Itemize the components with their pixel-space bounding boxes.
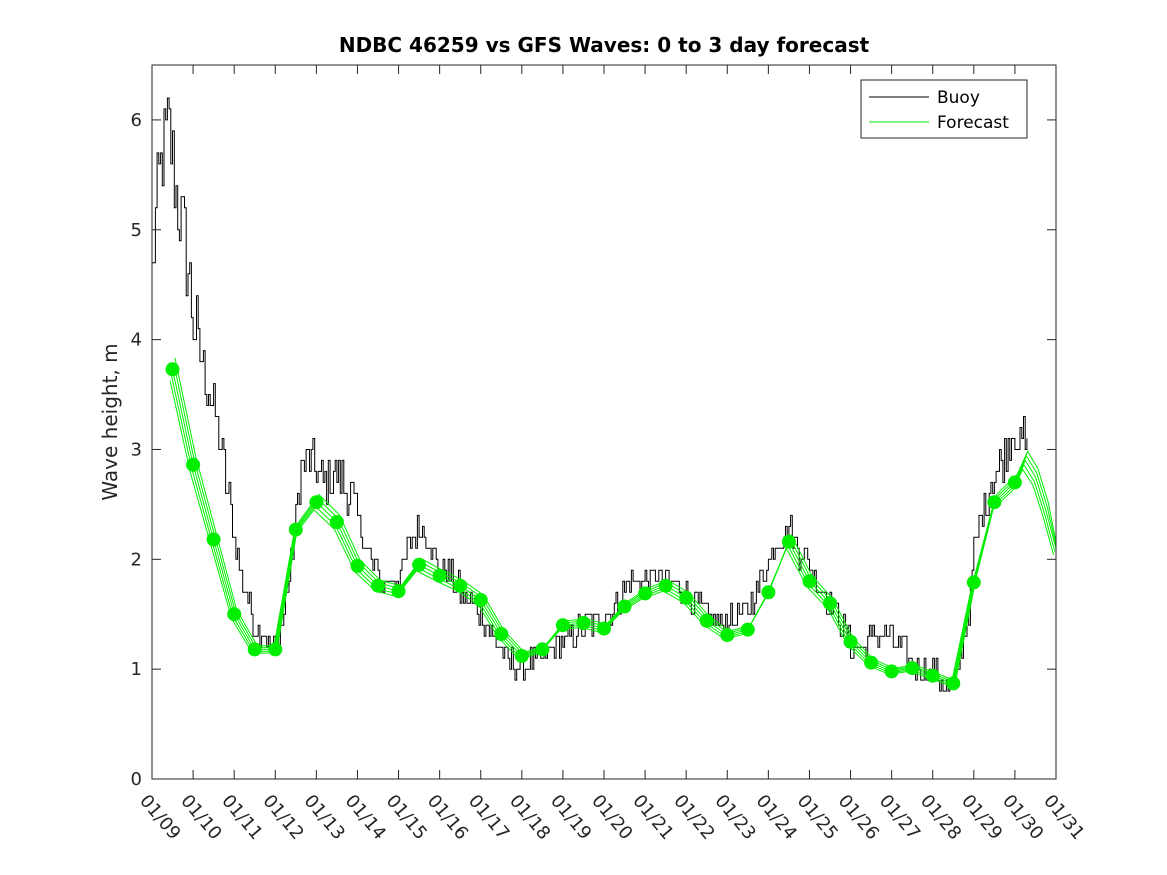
y-tick-label: 6 — [131, 110, 142, 131]
forecast-point — [864, 655, 879, 670]
forecast-point — [268, 642, 283, 657]
forecast-line — [174, 357, 1057, 682]
forecast-series-lines — [169, 357, 1057, 687]
forecast-point — [658, 578, 673, 593]
forecast-line — [169, 380, 1054, 687]
forecast-point — [576, 616, 591, 630]
forecast-point — [597, 621, 611, 636]
forecast-point — [288, 522, 303, 537]
legend-box — [860, 79, 1028, 139]
forecast-point — [617, 599, 632, 614]
y-tick-label: 3 — [131, 439, 142, 460]
forecast-point — [761, 585, 776, 600]
forecast-point — [391, 584, 406, 599]
forecast-point — [412, 557, 427, 572]
forecast-point — [227, 607, 242, 622]
forecast-point — [555, 618, 570, 633]
y-tick-label: 4 — [131, 330, 142, 351]
forecast-point — [350, 558, 365, 573]
forecast-line — [173, 363, 1057, 683]
forecast-point — [823, 596, 837, 611]
forecast-line — [172, 369, 1057, 685]
forecast-point — [432, 568, 447, 583]
forecast-point — [987, 495, 1002, 510]
forecast-point — [206, 532, 221, 547]
forecast-point — [720, 628, 735, 643]
forecast-point — [535, 642, 550, 657]
forecast-point — [494, 627, 509, 641]
forecast-point — [165, 362, 180, 377]
forecast-point — [186, 457, 201, 472]
forecast-point — [966, 575, 981, 590]
y-axis-label: Wave height, m — [98, 343, 122, 500]
y-tick-label: 5 — [131, 220, 142, 241]
y-axis-ticks: 0 1 2 3 4 5 6 — [131, 110, 1056, 790]
plot-area — [152, 65, 1056, 779]
forecast-point — [1007, 475, 1022, 490]
forecast-point — [946, 676, 961, 691]
forecast-point — [247, 642, 262, 657]
y-tick-label: 2 — [131, 549, 142, 570]
legend-forecast-label: Forecast — [937, 113, 1009, 133]
chart-title: NDBC 46259 vs GFS Waves: 0 to 3 day fore… — [339, 33, 870, 57]
y-tick-label: 0 — [131, 769, 142, 790]
forecast-point — [371, 578, 385, 593]
forecast-point — [781, 534, 796, 549]
forecast-point — [905, 661, 920, 676]
forecast-point — [699, 613, 714, 628]
y-tick-label: 1 — [131, 659, 142, 680]
forecast-point — [843, 634, 858, 649]
forecast-point — [638, 586, 653, 601]
legend-buoy-label: Buoy — [937, 88, 980, 108]
forecast-point — [884, 664, 899, 679]
forecast-point — [514, 649, 529, 663]
forecast-point — [679, 590, 694, 605]
forecast-point — [925, 668, 940, 683]
forecast-line — [170, 374, 1056, 686]
forecast-point — [802, 574, 817, 589]
forecast-point — [309, 495, 324, 510]
legend: Buoy Forecast — [860, 79, 1028, 139]
forecast-point — [473, 593, 488, 607]
forecast-point — [453, 578, 468, 593]
forecast-series-points — [165, 362, 1022, 691]
forecast-point — [329, 515, 344, 529]
forecast-point — [740, 622, 755, 637]
